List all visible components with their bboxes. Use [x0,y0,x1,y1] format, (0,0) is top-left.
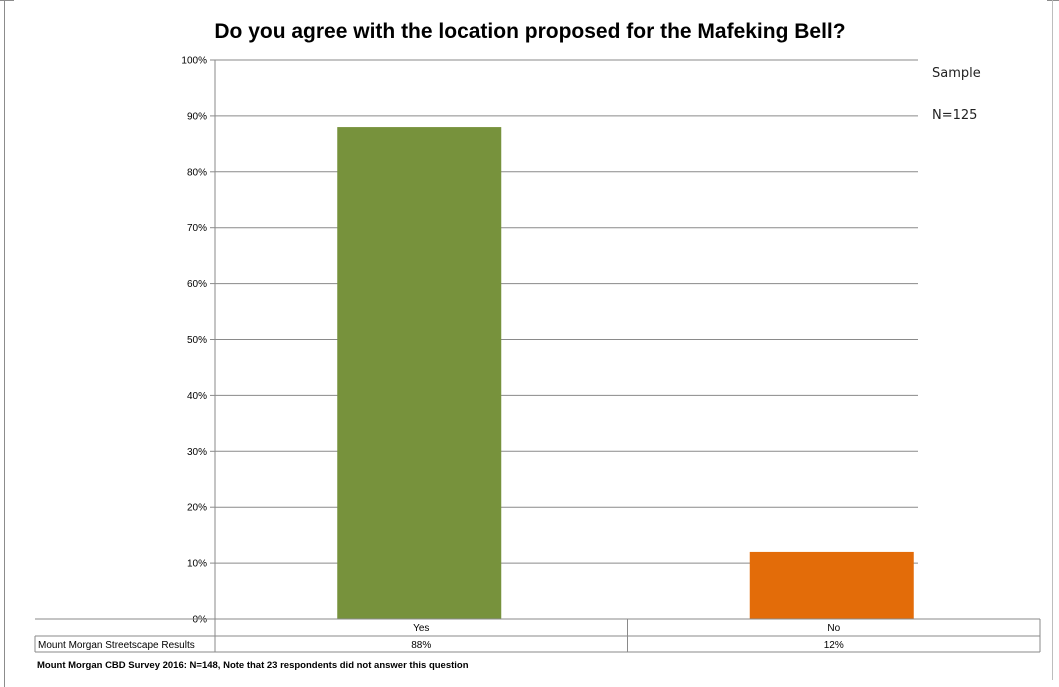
chart-title: Do you agree with the location proposed … [214,20,846,43]
frame-border-left [4,0,5,687]
annotation-sample: Sample [932,66,981,81]
annotation-sample-size: N=125 [932,108,978,123]
y-tick-label: 90% [187,111,207,122]
category-label-yes: Yes [413,623,429,634]
bar-no [749,551,914,619]
y-tick-label: 50% [187,335,207,346]
y-tick-label: 40% [187,391,207,402]
y-tick-label: 100% [181,56,207,67]
y-tick-label: 0% [193,615,208,626]
y-tick-label: 30% [187,447,207,458]
frame-border-top-left [0,0,14,1]
y-tick-label: 10% [187,559,207,570]
y-tick-label: 60% [187,279,207,290]
data-label-no: 12% [824,640,844,651]
data-label-yes: 88% [411,640,431,651]
table-series-name: Mount Morgan Streetscape Results [38,640,195,651]
y-tick-label: 20% [187,503,207,514]
frame-border-top-right [1047,0,1059,1]
category-label-no: No [827,623,840,634]
chart-footnote: Mount Morgan CBD Survey 2016: N=148, Not… [37,660,469,671]
frame-border-right [1052,0,1053,680]
bar-yes [337,127,502,619]
y-tick-label: 80% [187,167,207,178]
y-tick-label: 70% [187,223,207,234]
